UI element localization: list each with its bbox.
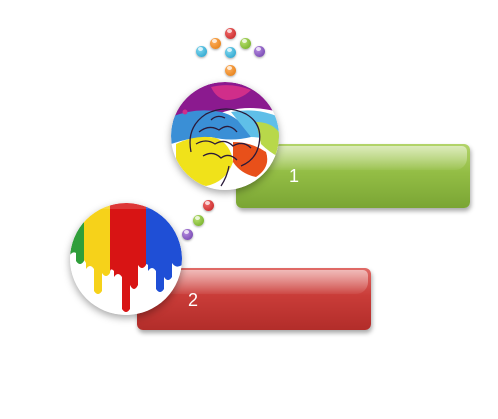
step-1-bar bbox=[236, 144, 470, 208]
decorative-dot bbox=[203, 200, 214, 211]
decorative-dot bbox=[182, 229, 193, 240]
step-2-label: 2 bbox=[188, 290, 199, 310]
brain-paint-splash-icon bbox=[171, 82, 279, 190]
step-1-label: 1 bbox=[289, 166, 300, 186]
decorative-dot bbox=[196, 46, 207, 57]
decorative-dot bbox=[225, 65, 236, 76]
decorative-dot bbox=[225, 28, 236, 39]
decorative-dot bbox=[254, 46, 265, 57]
decorative-dot bbox=[225, 47, 236, 58]
decorative-dot bbox=[193, 215, 204, 226]
rainbow-paint-drip-icon bbox=[70, 203, 182, 315]
decorative-dot bbox=[240, 38, 251, 49]
decorative-dot bbox=[210, 38, 221, 49]
